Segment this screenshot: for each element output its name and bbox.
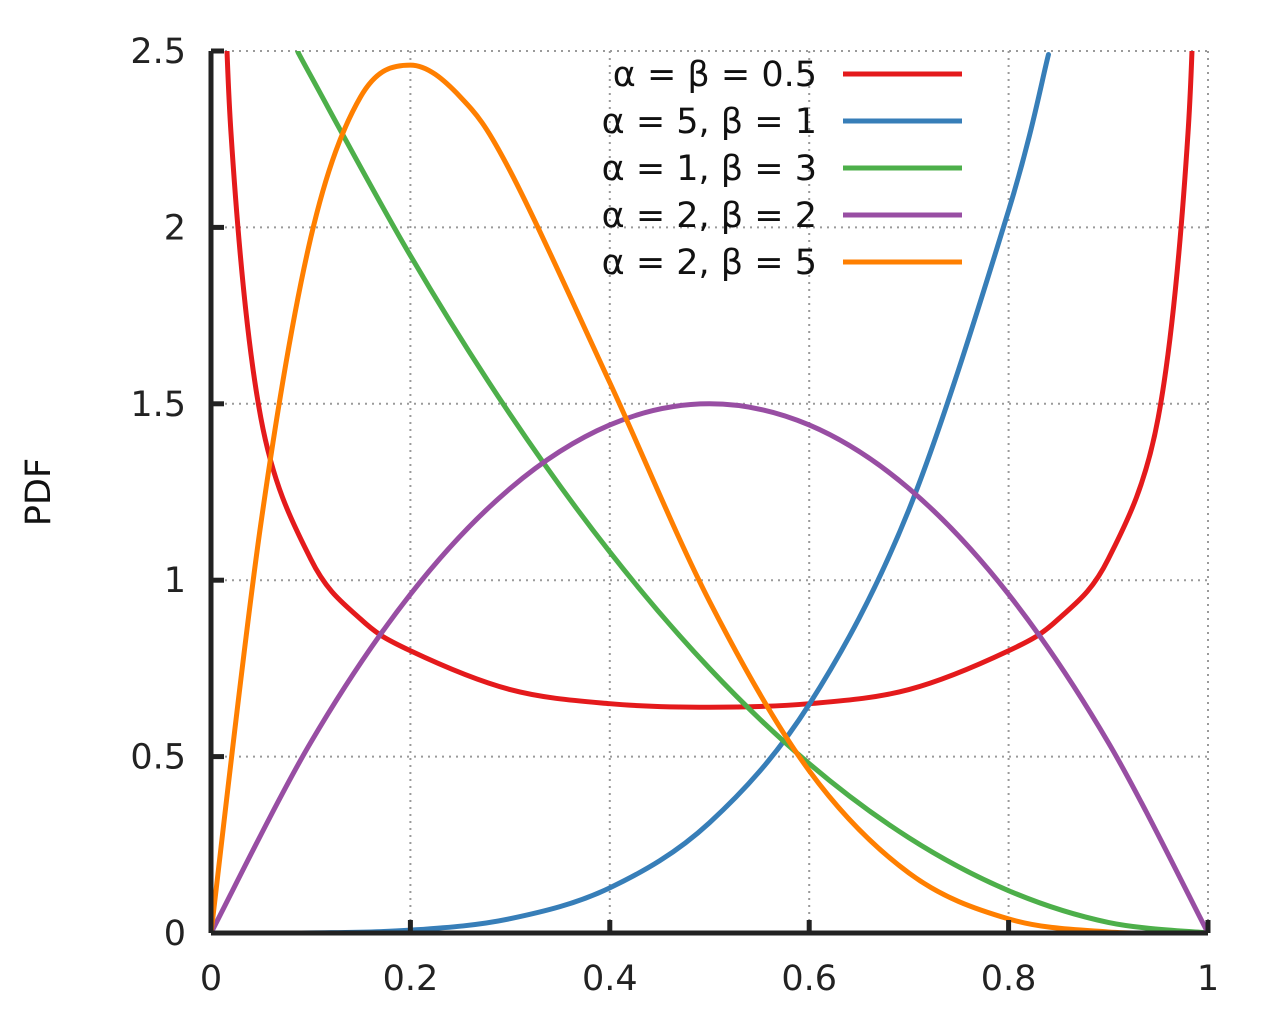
x-tick-label: 0 bbox=[200, 959, 222, 999]
y-tick-label: 2.5 bbox=[130, 32, 186, 72]
x-tick-label: 0.6 bbox=[781, 959, 837, 999]
y-axis-title: PDF bbox=[19, 458, 59, 526]
legend-label: α = 1, β = 3 bbox=[602, 149, 817, 189]
series-line-5 bbox=[211, 62, 1208, 933]
y-tick-label: 0.5 bbox=[130, 738, 186, 778]
legend-label: α = 2, β = 2 bbox=[602, 196, 817, 236]
legend-label: α = β = 0.5 bbox=[613, 55, 817, 95]
x-tick-label: 0.2 bbox=[383, 959, 439, 999]
legend: α = β = 0.5 α = 5, β = 1 α = 1, β = 3 α = 2… bbox=[602, 55, 962, 283]
y-tick-label: 2 bbox=[164, 208, 186, 248]
y-tick-label: 1.5 bbox=[130, 385, 186, 425]
legend-label: α = 2, β = 5 bbox=[602, 243, 817, 283]
x-tick-label: 0.8 bbox=[981, 959, 1037, 999]
legend-label: α = 5, β = 1 bbox=[602, 102, 817, 142]
series-line-3 bbox=[295, 51, 1208, 933]
y-tick-label: 0 bbox=[164, 914, 186, 954]
series-line-1 bbox=[224, 51, 1195, 710]
x-tick-label: 1 bbox=[1197, 959, 1219, 999]
tick-label-layer: 0 0.2 0.4 0.6 0.8 1 0 0.5 1 1.5 2 2.5 bbox=[130, 32, 1219, 999]
axis-layer bbox=[208, 48, 1211, 936]
y-tick-label: 1 bbox=[164, 561, 186, 601]
series-line-4 bbox=[211, 401, 1208, 933]
x-tick-label: 0.4 bbox=[582, 959, 638, 999]
